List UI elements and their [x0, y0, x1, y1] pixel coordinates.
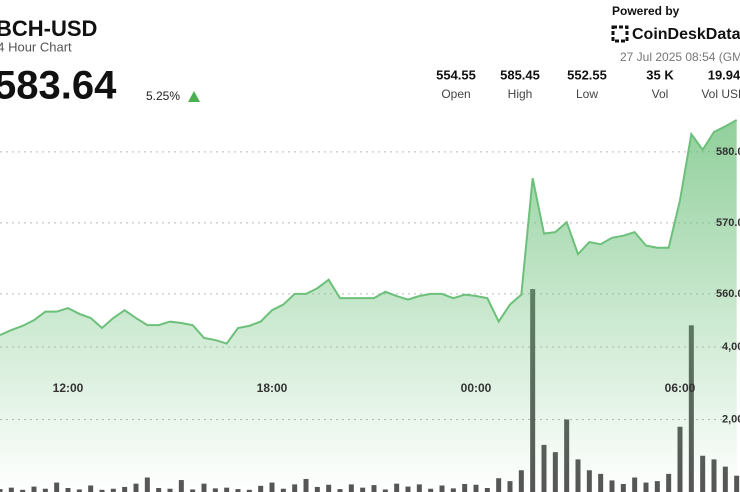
price: 583.64 — [0, 64, 117, 108]
stat-label: Low — [576, 87, 598, 101]
up-arrow — [188, 91, 200, 102]
stat-value: 19.94 — [708, 67, 740, 82]
stat-label: Vol USD — [701, 87, 740, 101]
brand: CoinDeskData — [632, 26, 740, 43]
stat-label: Open — [441, 87, 470, 101]
brand-icon — [611, 25, 629, 43]
x-tick-label: 00:00 — [461, 381, 492, 395]
title: BCH-USD — [0, 16, 97, 41]
x-tick-label: 12:00 — [53, 381, 84, 395]
stat-value: 552.55 — [567, 67, 607, 82]
y-tick-label: 560.00 — [716, 288, 740, 300]
subtitle: 24 Hour Chart — [0, 39, 72, 54]
price-area — [0, 119, 737, 492]
x-tick-label: 18:00 — [257, 381, 288, 395]
stat-value: 585.45 — [500, 67, 540, 82]
y2-tick-label: 4,000 — [722, 341, 740, 353]
powered-by: Powered by — [612, 4, 680, 18]
y-tick-label: 570.00 — [716, 217, 740, 229]
stat-label: High — [508, 87, 533, 101]
stat-label: Vol — [652, 87, 669, 101]
timestamp: 27 Jul 2025 08:54 (GMT) — [620, 50, 740, 64]
y-tick-label: 580.00 — [716, 146, 740, 158]
stat-value: 554.55 — [436, 67, 476, 82]
y2-tick-label: 2,000 — [722, 413, 740, 425]
stat-value: 35 K — [646, 67, 674, 82]
change: 5.25% — [146, 89, 180, 103]
x-tick-label: 06:00 — [665, 381, 696, 395]
price-line — [0, 119, 738, 345]
